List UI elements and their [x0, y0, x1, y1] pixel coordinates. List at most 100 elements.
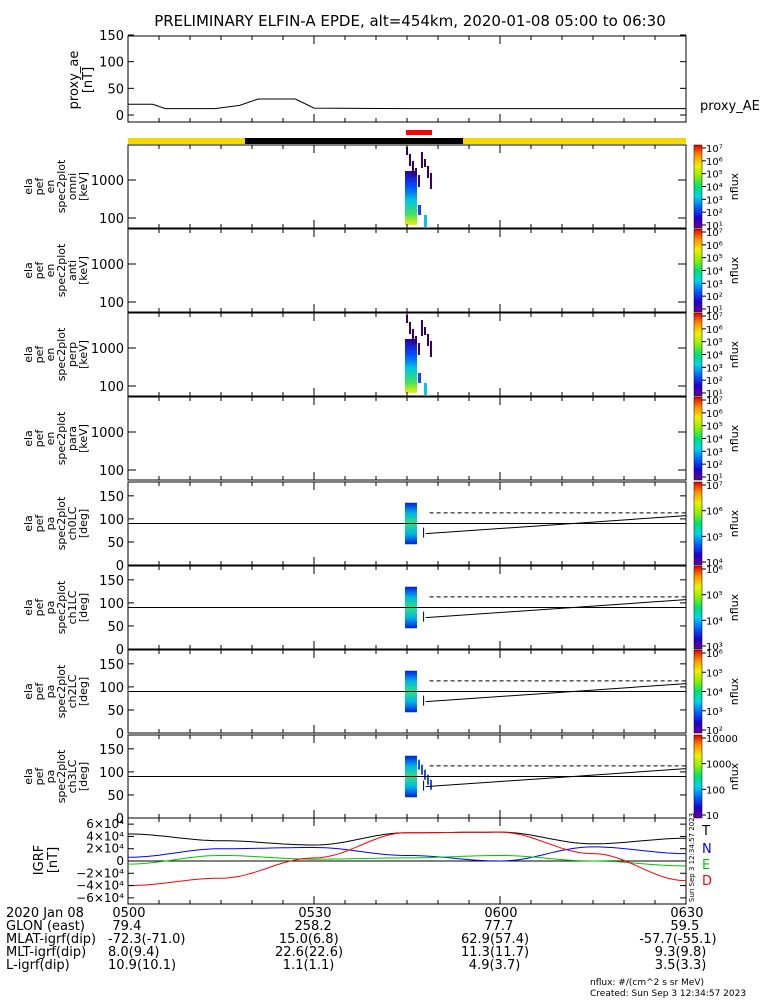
colorbar-tick-label: 10⁴ [706, 688, 723, 699]
low-count-cell [430, 173, 432, 189]
colorbar-tick-label: 10⁴ [706, 616, 723, 627]
panel-ylabel-line: pef [33, 261, 46, 280]
proxy-ae-line [128, 98, 686, 110]
colorbar-tick-label: 10⁴ [706, 558, 723, 569]
ephemeris-row-label-3: MLT-igrf(dip) [6, 945, 87, 960]
eclipse-segment [245, 138, 463, 144]
panel-ylabel-line: ch3LC [66, 759, 79, 793]
energy-flux-cell [418, 373, 421, 383]
igrf-ytick-label: −2×10⁴ [76, 866, 124, 880]
colorbar-tick-label: 10⁴ [706, 267, 723, 278]
panel-ylabel-line: en [44, 264, 57, 278]
colorbar-label: nflux [728, 172, 741, 200]
colorbar [693, 144, 703, 229]
panel-frame [127, 396, 687, 481]
colorbar [693, 481, 703, 566]
panel-ylabel-line: spec2plot [55, 159, 68, 213]
colorbar-tick-label: 10⁶ [706, 649, 723, 660]
panel-ylabel-line: ch2LC [66, 674, 79, 708]
colorbar-tick-label: 10⁶ [706, 325, 723, 336]
panel-ylabel-line: ela [22, 346, 35, 363]
low-count-cell [409, 154, 411, 166]
colorbar-tick-label: 10³ [706, 642, 723, 653]
pa-ytick-label: 100 [99, 513, 124, 528]
panel-ylabel-line: pa [44, 517, 57, 531]
igrf-legend-E: E [702, 858, 710, 873]
igrf-ytick-label: −4×10⁴ [76, 879, 124, 893]
ephemeris-value: -57.7(-55.1) [639, 932, 717, 947]
colorbar-label: nflux [728, 424, 741, 452]
energy-ytick-label: 1000 [91, 258, 124, 273]
proxy-ae-yticks: 150 100 50 0 [99, 29, 686, 124]
colorbar [693, 228, 703, 313]
panel-ylabel-line: ela [22, 768, 35, 785]
ephemeris-value: 8.0(9.4) [108, 945, 160, 960]
panel-ylabel-line: [keV] [77, 424, 90, 453]
pa-ytick-label: 100 [99, 597, 124, 612]
loss-cone-line [425, 683, 687, 703]
plot-title: PRELIMINARY ELFIN-A EPDE, alt=454km, 202… [154, 12, 666, 30]
low-count-cell [430, 341, 432, 357]
loss-cone-line [425, 768, 687, 788]
igrf-legend-T: T [701, 824, 710, 839]
pitch-angle-flux-cell [421, 764, 423, 775]
panel-ylabel-line: pa [44, 770, 57, 784]
colorbar-tick-label: 1000 [706, 760, 731, 771]
pa-ytick-label: 100 [99, 766, 124, 781]
proxy-ae-ytick-label: 50 [107, 82, 124, 97]
panel-ylabel-line: ela [22, 178, 35, 195]
ephemeris-value: 0500 [112, 906, 146, 921]
colorbar-tick-label: 10⁵ [706, 668, 723, 679]
colorbar-tick-label: 10⁶ [706, 157, 723, 168]
igrf-ytick-label: 6×10⁴ [86, 817, 124, 831]
pitch-angle-spectrogram-1: 150100500elapefpaspec2plotch1LC[deg]10⁶1… [22, 565, 741, 658]
low-count-cell [415, 336, 417, 344]
colorbar-tick-label: 10¹ [706, 221, 723, 232]
panel-ylabel-line: pef [33, 767, 46, 786]
low-count-cell [418, 175, 420, 187]
pa-ytick-label: 0 [116, 559, 124, 574]
ephemeris-value: 59.5 [670, 919, 700, 934]
ephemeris-row-label-4: L-igrf(dip) [6, 958, 70, 973]
creation-date: Created: Sun Sep 3 12:34:57 2023 [590, 989, 747, 999]
pa-ytick-label: 150 [99, 743, 124, 758]
ephemeris-value: 4.9(3.7) [468, 958, 521, 973]
colorbar-tick-label: 10⁷ [706, 228, 723, 239]
colorbar [693, 565, 703, 650]
pa-ytick-label: 50 [107, 789, 124, 804]
ephemeris-value: 258.2 [294, 919, 332, 934]
panel-ylabel-line: [keV] [77, 172, 90, 201]
colorbar-label: nflux [728, 762, 741, 790]
low-count-cell [418, 343, 420, 355]
pa-ytick-label: 50 [107, 620, 124, 635]
sunlit-segment-right [463, 138, 686, 144]
colorbar-tick-label: 10⁵ [706, 338, 723, 349]
panel-ylabel-line: pef [33, 514, 46, 533]
proxy-ae-ylabel-line-1: proxy_ae [67, 51, 82, 110]
colorbar-label: nflux [728, 677, 741, 705]
colorbar-label: nflux [728, 593, 741, 621]
ephemeris-row-label-2: MLAT-igrf(dip) [6, 932, 97, 947]
colorbar-tick-label: 10³ [706, 447, 723, 458]
pa-ytick-label: 50 [107, 536, 124, 551]
ephemeris-value: 10.9(10.1) [108, 958, 177, 973]
energy-flux-cell [418, 205, 421, 215]
loss-cone-line [425, 599, 687, 619]
pa-ytick-label: 150 [99, 658, 124, 673]
low-count-cell [427, 334, 429, 346]
colorbar-tick-label: 10⁴ [706, 351, 723, 362]
sunlit-segment-left [128, 138, 245, 144]
energy-flux-cells [405, 339, 417, 393]
proxy-ae-ytick-label: 100 [99, 56, 124, 71]
low-count-cell [421, 152, 423, 168]
panel-ylabel-line: en [44, 348, 57, 362]
colorbar-tick-label: 10¹ [706, 473, 723, 484]
ephemeris-value: 77.7 [484, 919, 514, 934]
panel-ylabel-line: spec2plot [55, 327, 68, 381]
